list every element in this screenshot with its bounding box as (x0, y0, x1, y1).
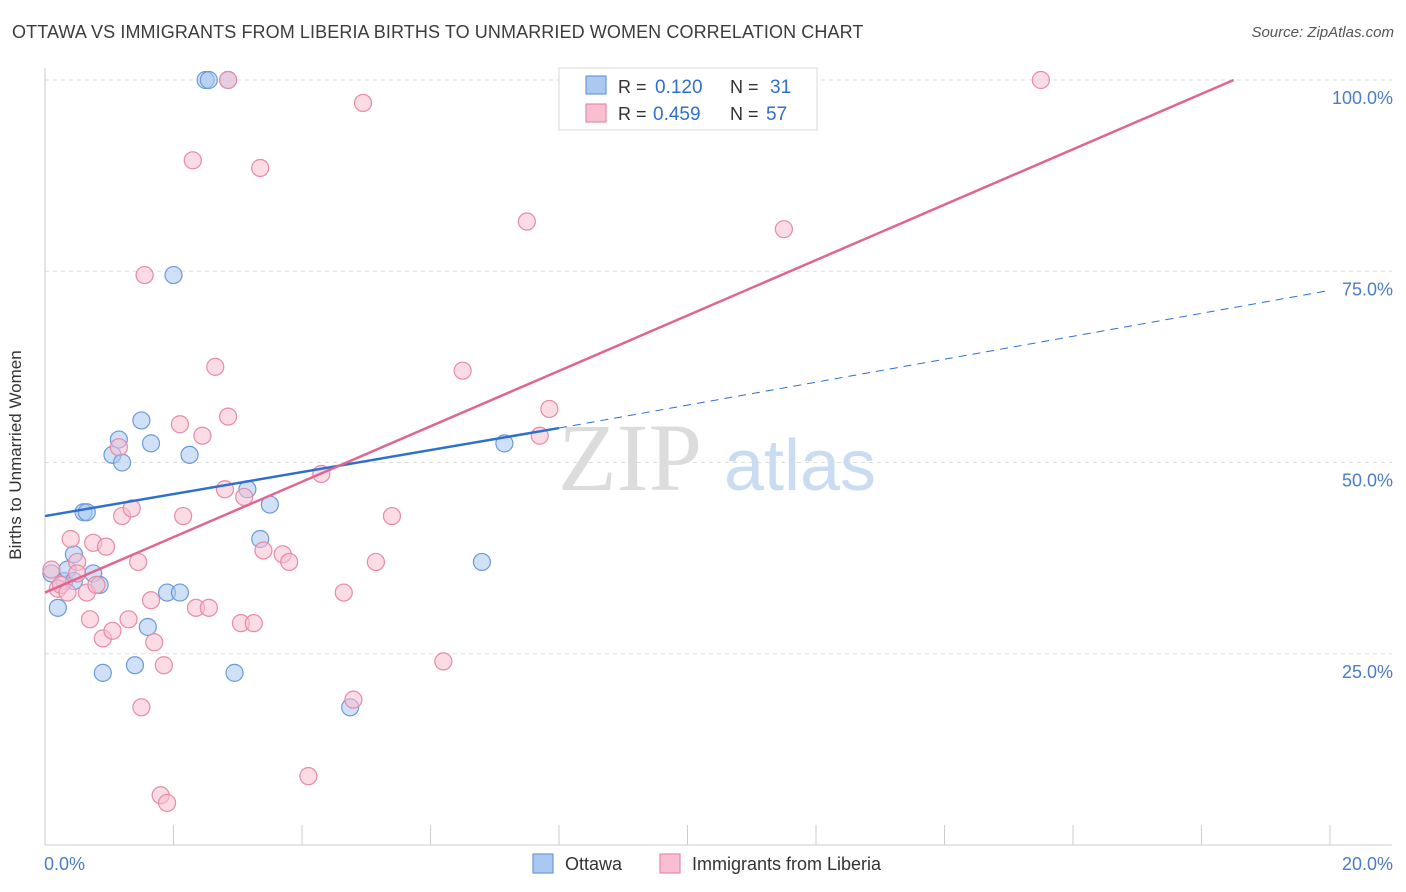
liberia-point (244, 614, 263, 633)
grid-lines (45, 79, 1392, 655)
ottawa-point (112, 453, 132, 472)
liberia-point (254, 541, 273, 560)
series-liberia-points (42, 70, 1050, 813)
watermark: ZIP atlas (558, 404, 876, 511)
liberia-point (206, 357, 225, 376)
bottom-legend-swatch-liberia (659, 853, 681, 874)
ottawa-point (164, 265, 183, 285)
liberia-point (61, 529, 80, 549)
ottawa-point (132, 411, 151, 430)
liberia-point (382, 506, 402, 526)
liberia-point (299, 767, 318, 786)
y-tick-label: 75.0% (1342, 279, 1393, 299)
watermark-atlas: atlas (724, 426, 876, 506)
ottawa-point (48, 598, 67, 617)
legend-r-label-liberia: R = (618, 104, 647, 124)
liberia-point (170, 415, 190, 434)
source-credit: Source: ZipAtlas.com (1251, 24, 1394, 41)
liberia-point (540, 399, 559, 419)
ottawa-point (138, 617, 157, 637)
x-tick-label-max: 20.0% (1342, 854, 1393, 874)
liberia-point (434, 652, 453, 671)
bottom-legend: Ottawa Immigrants from Liberia (532, 853, 882, 874)
legend-r-value-ottawa: 0.120 (655, 77, 703, 98)
ottawa-point (170, 583, 190, 602)
y-tick-label: 100.0% (1332, 88, 1393, 108)
liberia-point (132, 698, 151, 717)
liberia-point (109, 438, 128, 457)
legend-swatch-liberia (585, 103, 607, 123)
liberia-point (199, 598, 218, 617)
ottawa-point (472, 552, 491, 572)
liberia-point (141, 591, 161, 610)
legend-box: R = 0.120 N = 31 R = 0.459 N = 57 (558, 67, 818, 131)
x-tick-label-min: 0.0% (44, 854, 85, 874)
bottom-legend-swatch-ottawa (532, 853, 554, 874)
series-ottawa-points (42, 70, 514, 717)
liberia-point (154, 656, 173, 675)
trend-lines (44, 78, 1331, 594)
liberia-point (774, 220, 793, 239)
liberia-point (517, 212, 536, 231)
liberia-trend-line (44, 78, 1235, 594)
legend-r-label-ottawa: R = (618, 77, 647, 97)
liberia-point (119, 610, 138, 629)
ottawa-point (77, 503, 96, 522)
liberia-point (353, 93, 373, 113)
liberia-point (193, 426, 212, 445)
ottawa-trend-line (44, 426, 560, 518)
ottawa-point (225, 663, 244, 682)
legend-n-label-ottawa: N = (730, 77, 759, 97)
bottom-legend-label-ottawa: Ottawa (565, 854, 623, 874)
liberia-point (366, 552, 385, 572)
liberia-point (42, 560, 61, 579)
liberia-point (103, 621, 122, 640)
ottawa-point (199, 70, 218, 90)
liberia-point (135, 265, 154, 285)
bottom-legend-label-liberia: Immigrants from Liberia (692, 854, 882, 874)
liberia-point (280, 552, 299, 572)
legend-r-value-liberia: 0.459 (653, 104, 701, 125)
ottawa-point (93, 663, 112, 682)
watermark-zip: ZIP (558, 404, 702, 511)
liberia-point (219, 70, 238, 90)
liberia-point (80, 610, 100, 629)
liberia-point (344, 690, 363, 709)
y-tick-label: 50.0% (1342, 471, 1393, 491)
liberia-point (145, 633, 164, 652)
legend-swatch-ottawa (585, 75, 607, 95)
liberia-point (183, 151, 202, 170)
liberia-point (251, 158, 270, 178)
legend-n-value-liberia: 57 (766, 104, 787, 125)
axes (44, 68, 1392, 846)
ottawa-point (141, 434, 161, 453)
liberia-point (1031, 70, 1050, 90)
liberia-point (219, 407, 238, 426)
liberia-point (87, 575, 106, 595)
ottawa-trend-extension (558, 289, 1331, 429)
ottawa-point (125, 656, 145, 675)
tick-labels: 25.0% 50.0% 75.0% 100.0% 0.0% 20.0% (44, 88, 1393, 874)
liberia-point (157, 793, 177, 813)
liberia-point (96, 537, 116, 556)
liberia-point (174, 506, 193, 526)
chart-title: OTTAWA VS IMMIGRANTS FROM LIBERIA BIRTHS… (12, 22, 864, 42)
liberia-point (334, 583, 353, 602)
y-tick-label: 25.0% (1342, 662, 1393, 682)
legend-n-value-ottawa: 31 (770, 77, 791, 98)
ottawa-point (180, 445, 199, 464)
liberia-point (453, 361, 472, 380)
legend-n-label-liberia: N = (730, 104, 759, 124)
liberia-point (122, 499, 141, 518)
